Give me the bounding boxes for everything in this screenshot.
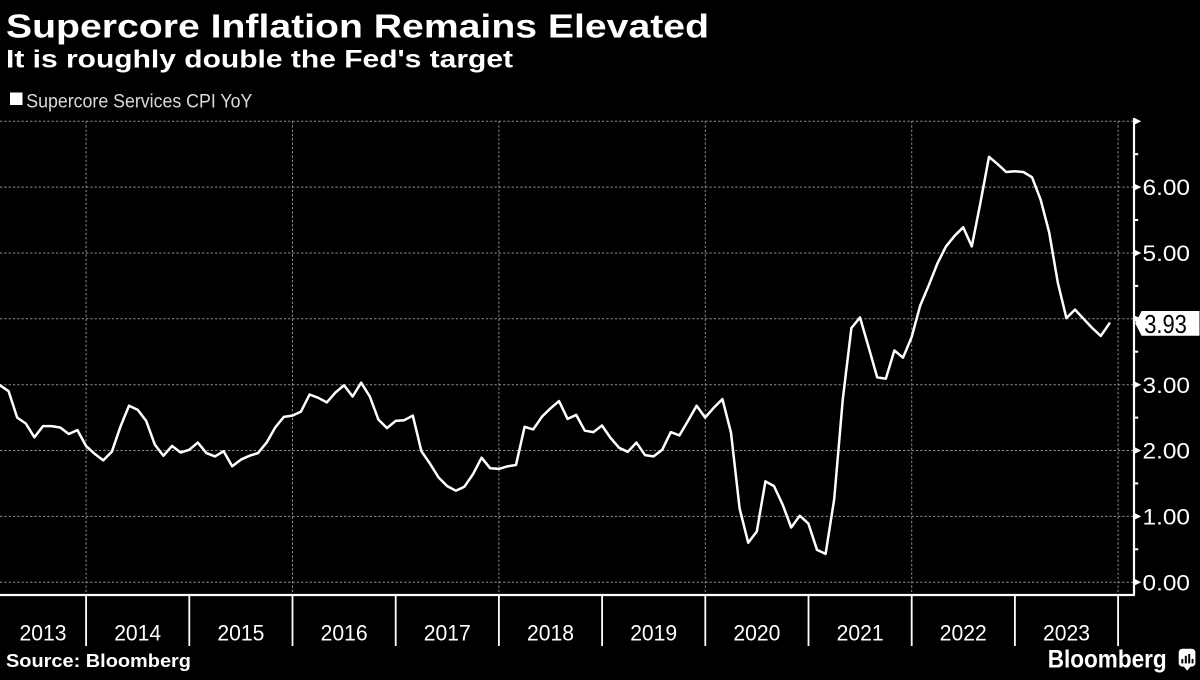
svg-text:2015: 2015 [217,621,264,646]
svg-text:3.93: 3.93 [1144,309,1187,339]
svg-text:1.00: 1.00 [1143,505,1191,530]
svg-text:2019: 2019 [630,621,677,646]
svg-text:2022: 2022 [940,621,987,646]
svg-text:2014: 2014 [114,621,161,646]
svg-text:2023: 2023 [1043,621,1090,646]
svg-text:2013: 2013 [20,621,67,646]
svg-text:0.00: 0.00 [1143,570,1191,595]
svg-text:2020: 2020 [733,621,780,646]
svg-text:Supercore Services CPI YoY: Supercore Services CPI YoY [26,92,252,113]
svg-text:5.00: 5.00 [1143,241,1191,266]
svg-text:Supercore Inflation Remains El: Supercore Inflation Remains Elevated [6,7,709,44]
svg-text:Bloomberg: Bloomberg [1048,645,1167,673]
svg-text:2021: 2021 [837,621,884,646]
svg-text:It is roughly double the Fed's: It is roughly double the Fed's target [6,46,514,74]
svg-text:2018: 2018 [527,621,574,646]
svg-text:2.00: 2.00 [1143,439,1191,464]
svg-text:Source: Bloomberg: Source: Bloomberg [6,651,191,671]
svg-text:2017: 2017 [424,621,471,646]
svg-text:6.00: 6.00 [1143,175,1191,200]
svg-text:2016: 2016 [321,621,368,646]
svg-text:3.00: 3.00 [1143,373,1191,398]
